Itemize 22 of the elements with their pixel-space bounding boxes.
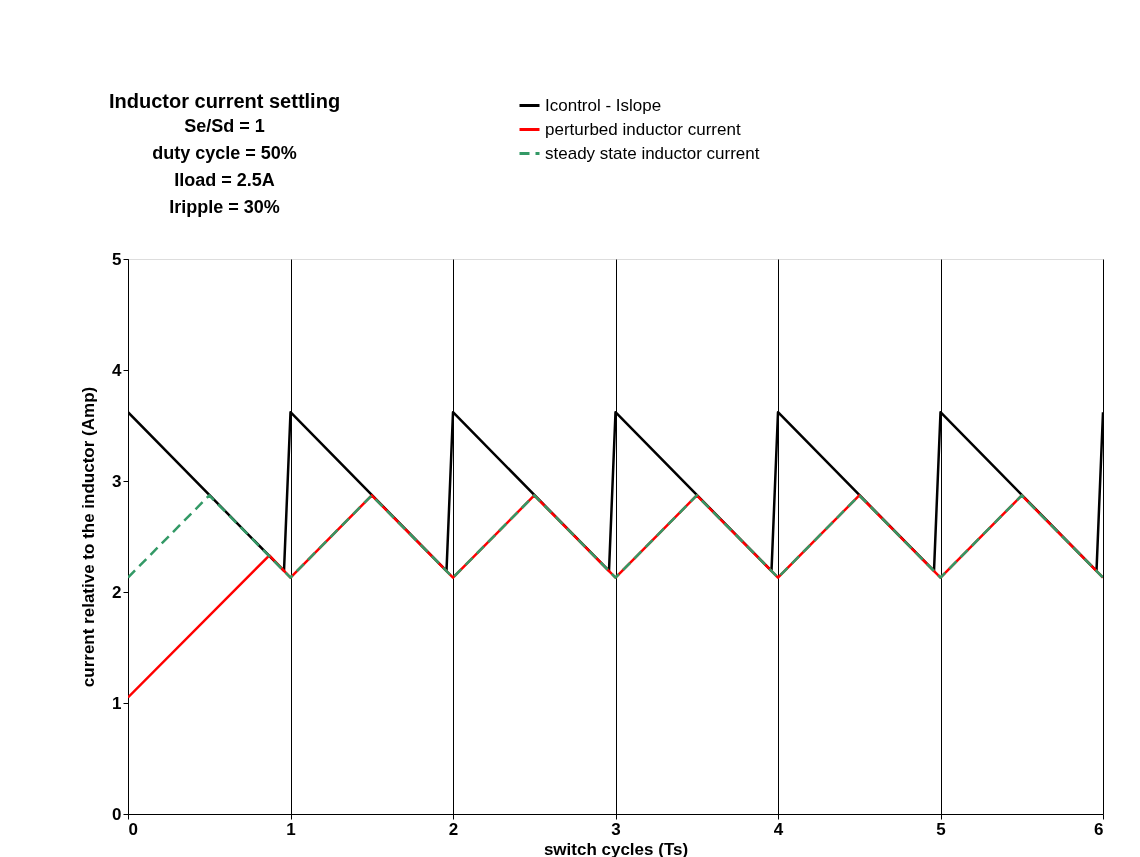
y-tick-label: 4 [112,360,123,380]
y-tick-label: 2 [112,582,122,602]
text: duty cycle = 50% [152,143,297,163]
y-tick-label: 5 [112,249,122,269]
text: Iripple = 30% [169,197,280,217]
x-tick-label: 0 [128,819,138,839]
y-tick-label: 0 [112,804,122,824]
x-tick-label: 4 [773,819,784,839]
x-tick-label: 6 [1094,819,1104,839]
y-axis-title: current relative to the inductor (Amp) [79,386,99,688]
text: Se/Sd = 1 [184,116,265,136]
x-tick-label: 2 [448,819,459,839]
legend-label: perturbed inductor current [545,119,741,139]
y-tick-label: 3 [112,471,122,491]
chart-title: Inductor current settling [108,90,341,112]
legend-label: steady state inductor current [545,143,760,163]
legend-label: Icontrol - Islope [545,95,662,115]
x-tick-label: 3 [611,819,621,839]
y-tick-label: 1 [112,693,122,713]
x-tick-label: 1 [286,819,296,839]
x-tick-label: 5 [936,819,946,839]
text: Iload = 2.5A [174,170,275,190]
